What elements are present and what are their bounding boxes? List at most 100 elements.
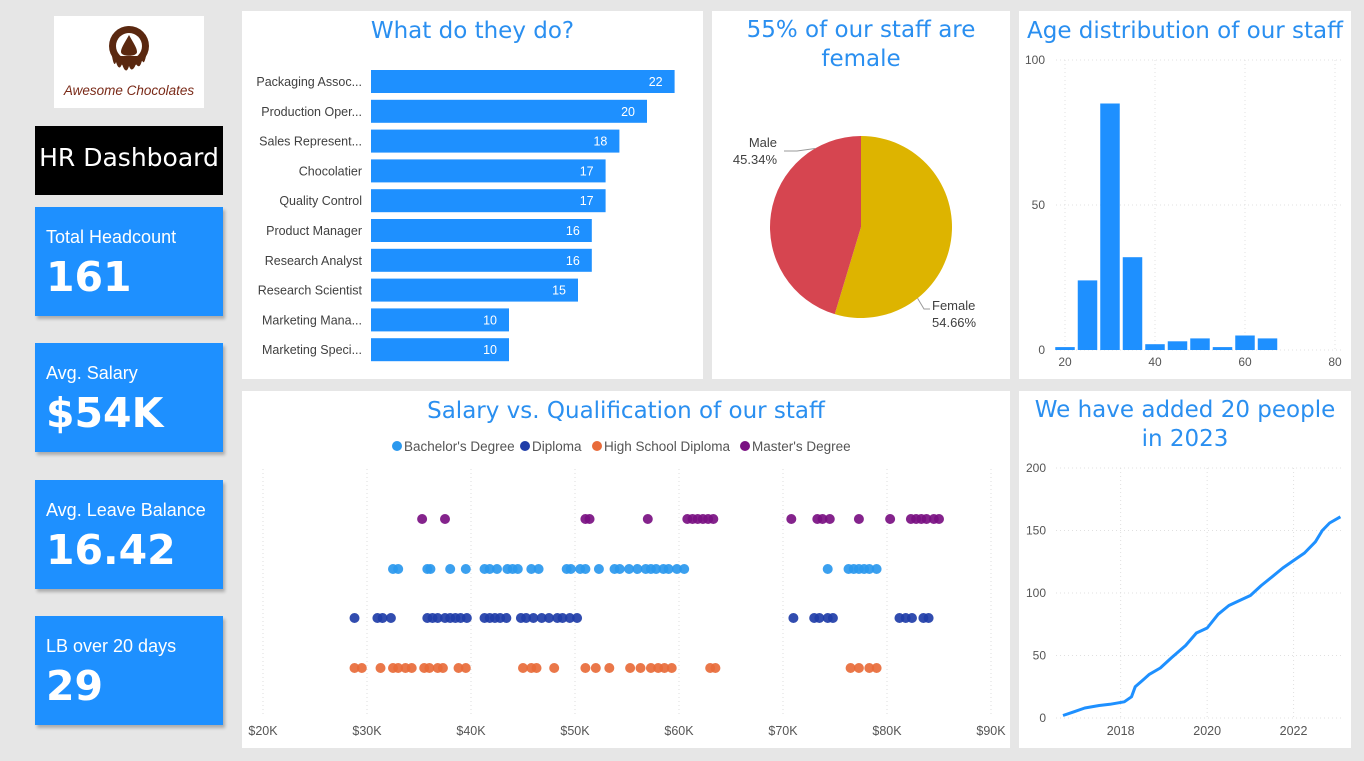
scatter-point	[512, 564, 523, 574]
line-xtick-label: 2022	[1280, 724, 1308, 738]
role-value-label: 17	[580, 164, 594, 178]
scatter-point	[385, 613, 396, 623]
gender-pie-chart: Male 45.34% Female 54.66%	[733, 135, 977, 330]
scatter-xtick-label: $80K	[872, 724, 902, 738]
scatter-point	[642, 514, 653, 524]
age-xtick-label: 40	[1148, 355, 1162, 369]
role-value-label: 18	[593, 135, 607, 149]
scatter-point	[853, 514, 864, 524]
scatter-point	[437, 663, 448, 673]
scatter-xtick-label: $50K	[560, 724, 590, 738]
scatter-point	[377, 613, 388, 623]
scatter-point	[817, 514, 828, 524]
pie-label-name: Female	[932, 298, 975, 313]
scatter-point	[528, 613, 539, 623]
scatter-point	[853, 663, 864, 673]
scatter-point	[356, 663, 367, 673]
scatter-point	[533, 564, 544, 574]
age-bar	[1145, 344, 1165, 350]
role-category-label: Research Scientist	[258, 284, 363, 298]
role-category-label: Marketing Mana...	[262, 313, 362, 327]
kpi-avg-leave-balance: Avg. Leave Balance 16.42	[35, 480, 223, 589]
scatter-point	[710, 663, 721, 673]
scatter-point	[518, 663, 528, 673]
scatter-point	[584, 514, 595, 524]
scatter-point	[663, 564, 674, 574]
role-category-label: Packaging Assoc...	[256, 75, 362, 89]
scatter-point	[349, 663, 360, 673]
line-ytick-label: 100	[1026, 586, 1046, 600]
scatter-point	[635, 663, 646, 673]
age-bar	[1122, 257, 1143, 350]
scatter-point	[786, 514, 797, 524]
kpi-label: Avg. Leave Balance	[46, 500, 206, 520]
scatter-point	[565, 564, 576, 574]
line-ytick-label: 200	[1026, 461, 1046, 475]
legend-label: Master's Degree	[752, 439, 851, 454]
scatter-point	[645, 663, 656, 673]
scatter-point	[572, 613, 583, 623]
salary-chart-title: Salary vs. Qualification of our staff	[427, 398, 825, 424]
legend-label: Diploma	[532, 439, 582, 454]
age-bar	[1190, 338, 1210, 350]
role-bar	[371, 338, 509, 362]
age-ytick-label: 100	[1025, 53, 1045, 67]
legend-marker	[520, 441, 530, 451]
scatter-point	[864, 564, 875, 574]
pie-label-value: 54.66%	[932, 315, 977, 330]
scatter-xtick-label: $90K	[976, 724, 1006, 738]
scatter-point	[492, 564, 502, 574]
scatter-point	[871, 564, 882, 574]
scatter-point	[445, 564, 456, 574]
role-value-label: 16	[566, 254, 580, 268]
scatter-point	[906, 613, 917, 623]
role-bar	[371, 248, 592, 272]
role-bar	[371, 219, 592, 242]
legend-marker	[392, 441, 402, 451]
scatter-point	[632, 564, 643, 574]
scatter-point	[921, 514, 932, 524]
age-bar	[1055, 347, 1075, 350]
logo-text: Awesome Chocolates	[63, 83, 195, 98]
age-xtick-label: 80	[1328, 355, 1342, 369]
scatter-point	[827, 613, 838, 623]
pie-label-value: 45.34%	[733, 152, 778, 167]
role-value-label: 10	[483, 313, 497, 327]
scatter-point	[624, 564, 635, 574]
role-bar-chart: Packaging Assoc... 22 Production Oper... 20…	[256, 70, 675, 362]
pie-leader-line	[917, 298, 930, 310]
pie-slice-female	[834, 136, 952, 318]
kpi-lb-over-20-days: LB over 20 days 29	[35, 616, 223, 725]
age-bar	[1100, 103, 1120, 350]
age-bar	[1212, 347, 1233, 350]
scatter-point	[417, 514, 428, 524]
age-ytick-label: 0	[1038, 343, 1045, 357]
role-category-label: Product Manager	[266, 224, 362, 238]
age-chart-title: Age distribution of our staff	[1026, 18, 1343, 44]
role-value-label: 10	[483, 343, 497, 357]
scatter-point	[393, 663, 404, 673]
scatter-point	[432, 613, 443, 623]
scatter-point	[625, 663, 636, 673]
role-bar	[371, 159, 606, 183]
age-bar	[1167, 341, 1188, 350]
role-category-label: Quality Control	[279, 194, 362, 208]
scatter-point	[666, 663, 677, 673]
line-xtick-label: 2018	[1107, 724, 1135, 738]
role-category-label: Research Analyst	[265, 254, 363, 268]
scatter-point	[871, 663, 882, 673]
scatter-point	[788, 613, 799, 623]
scatter-xtick-label: $60K	[664, 724, 694, 738]
scatter-point	[424, 663, 435, 673]
scatter-point	[708, 514, 719, 524]
scatter-xtick-label: $30K	[352, 724, 382, 738]
role-bar	[371, 308, 509, 332]
role-bar	[371, 189, 606, 213]
role-value-label: 22	[649, 75, 663, 89]
scatter-xtick-label: $20K	[248, 724, 278, 738]
line-xtick-label: 2020	[1193, 724, 1221, 738]
kpi-avg-salary: Avg. Salary $54K	[35, 343, 223, 452]
scatter-point	[580, 663, 591, 673]
dashboard-title: HR Dashboard	[35, 126, 223, 195]
scatter-point	[580, 564, 591, 574]
